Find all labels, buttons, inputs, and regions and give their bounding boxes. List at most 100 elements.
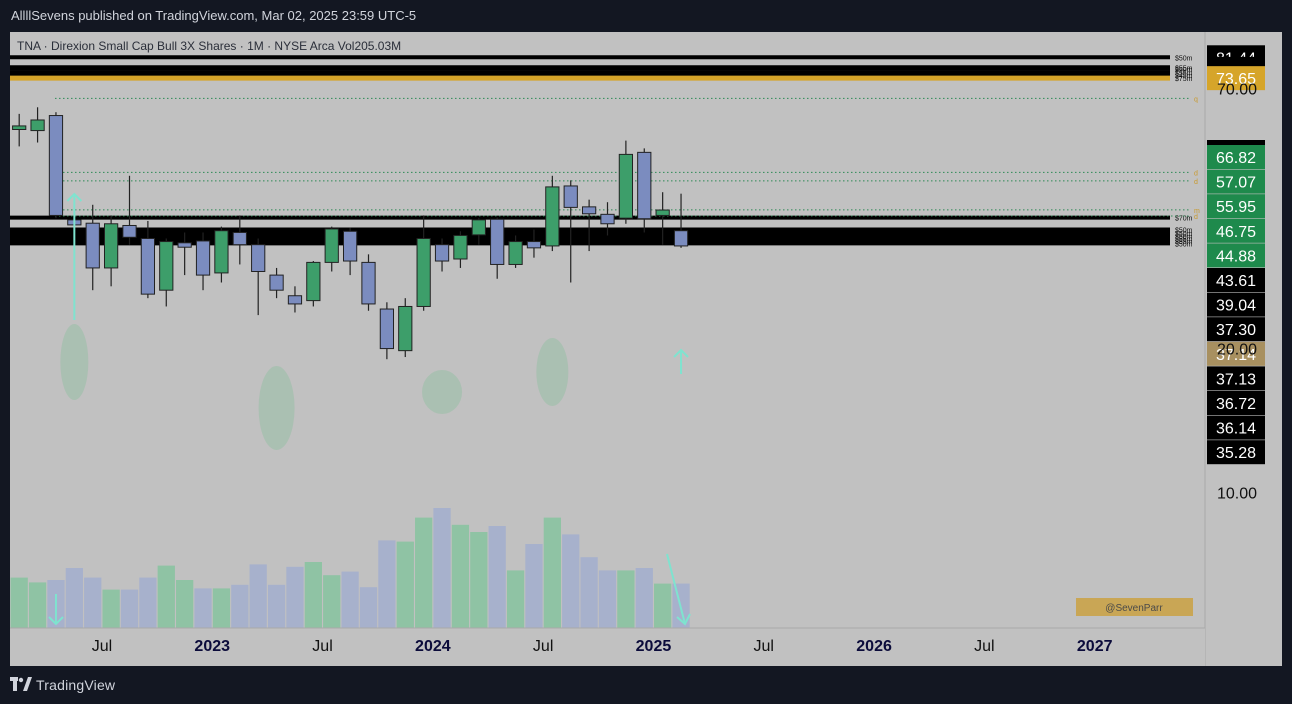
price-badge-label: 36.72 xyxy=(1216,396,1256,413)
price-badge-label: 55.95 xyxy=(1216,199,1256,216)
watermark-box xyxy=(1076,598,1193,616)
volume-bar xyxy=(120,589,139,628)
symbol-legend[interactable]: TNA · Direxion Small Cap Bull 3X Shares … xyxy=(17,39,401,53)
price-badge xyxy=(1207,391,1265,415)
candle-body xyxy=(526,241,542,249)
volume-bar xyxy=(286,566,304,628)
candle-body xyxy=(12,125,27,130)
volume-bar xyxy=(157,565,175,628)
volume-bars xyxy=(10,508,690,628)
volume-bar xyxy=(28,582,47,628)
volume-bar xyxy=(378,540,396,628)
price-ticks: 70.00 20.00 10.00 xyxy=(1217,82,1257,503)
up-arrow-head xyxy=(66,192,83,202)
candle-body xyxy=(251,244,266,272)
price-badge xyxy=(1207,169,1265,194)
candle-body xyxy=(453,234,468,260)
volume-bar xyxy=(525,544,543,628)
volume-bar xyxy=(10,577,28,628)
price-level-tag: $50m xyxy=(1175,234,1193,241)
volume-bar xyxy=(139,577,157,628)
candle-body xyxy=(545,186,560,247)
price-level-tag: $50m xyxy=(1175,241,1193,248)
volume-bar xyxy=(231,584,249,628)
volume-bar xyxy=(433,508,451,628)
price-badge-label: 37.14 xyxy=(1216,347,1256,364)
price-badge-label: 36.14 xyxy=(1216,421,1256,438)
price-level-tag: $45m xyxy=(1175,73,1193,80)
price-level-tag: $50m xyxy=(1175,231,1193,238)
price-badge-label: 43.61 xyxy=(1216,273,1256,290)
time-tick: 2025 xyxy=(636,638,672,655)
time-tick: 2026 xyxy=(856,638,892,655)
price-tick: 10.00 xyxy=(1217,485,1257,502)
volume-bar xyxy=(617,570,635,628)
volume-bar xyxy=(415,517,433,628)
candle-body xyxy=(306,261,321,302)
dotted-level-tag: d xyxy=(1194,179,1198,186)
price-tick: 20.00 xyxy=(1217,342,1257,359)
price-badge xyxy=(1207,317,1265,342)
highlight-ellipse xyxy=(258,366,295,450)
highlight-ellipse xyxy=(60,324,89,400)
volume-bar xyxy=(65,568,83,628)
price-level-tag: $70m xyxy=(1175,216,1193,223)
price-badge xyxy=(1207,415,1265,440)
volume-bar xyxy=(488,526,506,628)
candle-body xyxy=(508,241,523,265)
price-badge xyxy=(1207,145,1265,169)
dotted-level-tag: m xyxy=(1194,208,1200,215)
up-arrow-head xyxy=(673,348,689,358)
price-level-tag: $50m xyxy=(1175,228,1193,235)
candle-body xyxy=(673,230,689,247)
candle-body xyxy=(177,242,192,248)
candles xyxy=(12,107,689,360)
volume-bar xyxy=(84,577,102,628)
brand-name: TradingView xyxy=(36,677,116,693)
candle-body xyxy=(600,213,615,225)
candle-body xyxy=(324,228,339,263)
highlight-ellipses xyxy=(60,324,569,450)
volume-bar xyxy=(543,517,561,628)
time-axis[interactable] xyxy=(10,628,1205,666)
price-tick: 70.00 xyxy=(1217,82,1257,99)
candle-body xyxy=(122,224,137,238)
candle-body xyxy=(30,119,45,132)
price-badge xyxy=(1207,341,1265,366)
volume-bar xyxy=(562,534,580,628)
price-badge-label: 57.07 xyxy=(1216,175,1256,192)
price-badge-label: 46.75 xyxy=(1216,224,1256,241)
time-tick: Jul xyxy=(974,638,994,655)
candle-body xyxy=(655,209,670,216)
dotted-level-tag: d xyxy=(1194,170,1198,177)
volume-bar xyxy=(396,541,414,628)
volume-bar xyxy=(267,584,286,628)
price-badge xyxy=(1207,194,1265,219)
candle-body xyxy=(159,241,174,291)
price-badge xyxy=(1207,243,1265,268)
price-level-tag: $55m xyxy=(1175,71,1193,78)
publish-header: AllllSevens published on TradingView.com… xyxy=(0,0,1292,32)
candlestick-chart[interactable]: $50m$55m$50m$55m$45m$75m$70m$50m$50m$50m… xyxy=(10,32,1282,666)
price-badge-label: 66.82 xyxy=(1216,150,1256,167)
candle-body xyxy=(398,305,413,352)
volume-bar xyxy=(249,564,267,628)
down-arrow-head xyxy=(48,616,64,626)
volume-bar xyxy=(451,524,470,628)
tradingview-logo-icon xyxy=(10,677,32,691)
chart-panel[interactable]: $50m $55m $50m $55m $45m $75m $70m $50m $50m $50m… xyxy=(10,32,1282,666)
volume-bar xyxy=(194,588,212,628)
price-badge-label: 37.13 xyxy=(1216,371,1256,388)
price-badge xyxy=(1207,268,1265,292)
candle-body xyxy=(232,231,247,246)
price-level-tag: $55m xyxy=(1175,236,1193,243)
down-arrow-head xyxy=(676,613,691,626)
candle-body xyxy=(581,206,597,215)
candle-body xyxy=(195,240,211,276)
volume-bar xyxy=(304,562,322,628)
watermark-text: @SevenParr xyxy=(1105,603,1163,614)
price-badge xyxy=(1207,66,1265,91)
volume-bar xyxy=(323,575,341,628)
dotted-level-tag: q xyxy=(1194,96,1198,103)
time-tick: Jul xyxy=(754,638,774,655)
